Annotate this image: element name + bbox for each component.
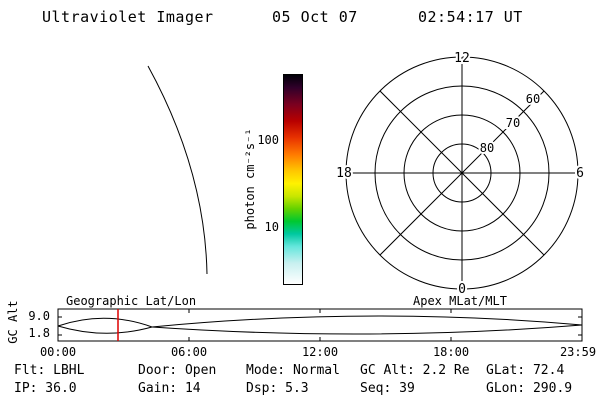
status-ip: IP: 36.0 bbox=[14, 381, 77, 396]
strip-ytick-max: 9.0 bbox=[28, 309, 50, 323]
status-glat: GLat: 72.4 bbox=[486, 363, 565, 378]
strip-xtick-0600: 06:00 bbox=[170, 345, 208, 359]
gc-alt-strip-chart bbox=[57, 308, 583, 342]
colorbar-label: photon cm⁻²s⁻¹ bbox=[243, 128, 257, 230]
strip-ylabel: GC Alt bbox=[6, 300, 20, 344]
orbit-altitude-curves bbox=[57, 315, 583, 335]
ring-label-60: 60 bbox=[526, 92, 540, 106]
colorbar bbox=[283, 74, 303, 285]
strip-ytick-min: 1.8 bbox=[28, 326, 50, 340]
status-flt: Flt: LBHL bbox=[14, 363, 85, 378]
colorbar-tick-100: 100 bbox=[257, 133, 279, 147]
header-date: 05 Oct 07 bbox=[272, 8, 358, 26]
status-gc-alt: GC Alt: 2.2 Re bbox=[360, 363, 470, 378]
page-title: Ultraviolet Imager bbox=[42, 8, 214, 26]
mlt-label-12: 12 bbox=[454, 51, 470, 66]
mlt-label-18: 18 bbox=[337, 166, 352, 181]
status-dsp: Dsp: 5.3 bbox=[246, 381, 309, 396]
ring-label-70: 70 bbox=[506, 116, 520, 130]
mlt-label-0: 0 bbox=[458, 282, 466, 297]
mlt-label-6: 6 bbox=[576, 166, 584, 181]
status-seq: Seq: 39 bbox=[360, 381, 415, 396]
apex-polar-grid: 12 0 18 6 60 70 80 bbox=[337, 49, 586, 298]
header-time: 02:54:17 UT bbox=[418, 8, 523, 26]
strip-xtick-1800: 18:00 bbox=[432, 345, 470, 359]
geographic-limb-arc bbox=[147, 65, 208, 275]
status-door: Door: Open bbox=[138, 363, 217, 378]
strip-xtick-0000: 00:00 bbox=[39, 345, 77, 359]
strip-xtick-1200: 12:00 bbox=[301, 345, 339, 359]
status-gain: Gain: 14 bbox=[138, 381, 201, 396]
caption-geographic: Geographic Lat/Lon bbox=[66, 294, 197, 308]
caption-apex: Apex MLat/MLT bbox=[413, 294, 507, 308]
strip-xtick-2359: 23:59 bbox=[559, 345, 597, 359]
status-mode: Mode: Normal bbox=[246, 363, 340, 378]
colorbar-tick-10: 10 bbox=[264, 220, 279, 234]
ring-label-80: 80 bbox=[480, 141, 494, 155]
status-glon: GLon: 290.9 bbox=[486, 381, 573, 396]
